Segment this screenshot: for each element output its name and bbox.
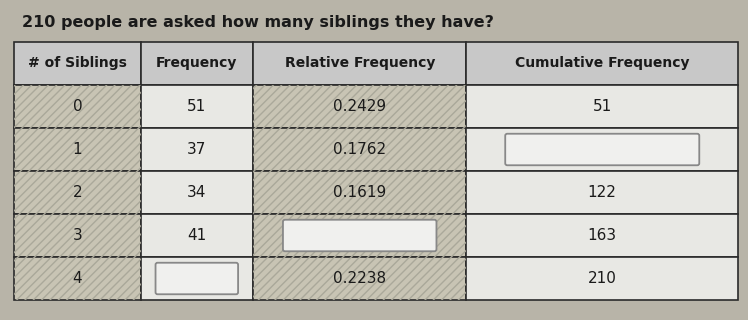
Text: Relative Frequency: Relative Frequency: [284, 57, 435, 70]
Bar: [14, 257, 141, 300]
Text: 0.2238: 0.2238: [333, 271, 386, 286]
Bar: [14, 171, 141, 214]
Bar: [14, 171, 141, 214]
Bar: [253, 257, 467, 300]
Bar: [141, 257, 253, 300]
Bar: [253, 85, 467, 128]
Bar: [467, 42, 738, 85]
Bar: [14, 128, 141, 171]
Text: 0.2429: 0.2429: [333, 99, 386, 114]
Bar: [467, 214, 738, 257]
Bar: [253, 128, 467, 171]
FancyBboxPatch shape: [156, 263, 238, 294]
Bar: [141, 171, 253, 214]
Bar: [253, 85, 467, 128]
Bar: [141, 42, 253, 85]
Bar: [14, 128, 141, 171]
Text: 1: 1: [73, 142, 82, 157]
Text: # of Siblings: # of Siblings: [28, 57, 127, 70]
Bar: [141, 128, 253, 171]
Text: 122: 122: [588, 185, 616, 200]
Bar: [14, 214, 141, 257]
Bar: [14, 85, 141, 128]
Text: 4: 4: [73, 271, 82, 286]
FancyBboxPatch shape: [283, 220, 437, 251]
Text: 41: 41: [187, 228, 206, 243]
Text: 3: 3: [73, 228, 82, 243]
Bar: [141, 214, 253, 257]
Text: 2: 2: [73, 185, 82, 200]
Bar: [467, 128, 738, 171]
Bar: [14, 257, 141, 300]
Text: 163: 163: [588, 228, 617, 243]
Bar: [141, 85, 253, 128]
Text: 51: 51: [187, 99, 206, 114]
Text: 0.1762: 0.1762: [333, 142, 386, 157]
Text: 51: 51: [592, 99, 612, 114]
Bar: [14, 85, 141, 128]
Bar: [253, 214, 467, 257]
Text: 37: 37: [187, 142, 206, 157]
Bar: [467, 257, 738, 300]
Bar: [467, 171, 738, 214]
Bar: [253, 257, 467, 300]
Bar: [253, 171, 467, 214]
Text: 0: 0: [73, 99, 82, 114]
Bar: [253, 42, 467, 85]
Bar: [14, 42, 141, 85]
Bar: [253, 214, 467, 257]
Bar: [14, 214, 141, 257]
Text: Cumulative Frequency: Cumulative Frequency: [515, 57, 690, 70]
Bar: [253, 128, 467, 171]
Text: 210 people are asked how many siblings they have?: 210 people are asked how many siblings t…: [22, 14, 494, 29]
Bar: [253, 171, 467, 214]
Bar: [467, 85, 738, 128]
Text: 210: 210: [588, 271, 616, 286]
Text: 34: 34: [187, 185, 206, 200]
Text: Frequency: Frequency: [156, 57, 238, 70]
FancyBboxPatch shape: [505, 134, 699, 165]
Text: 0.1619: 0.1619: [333, 185, 386, 200]
